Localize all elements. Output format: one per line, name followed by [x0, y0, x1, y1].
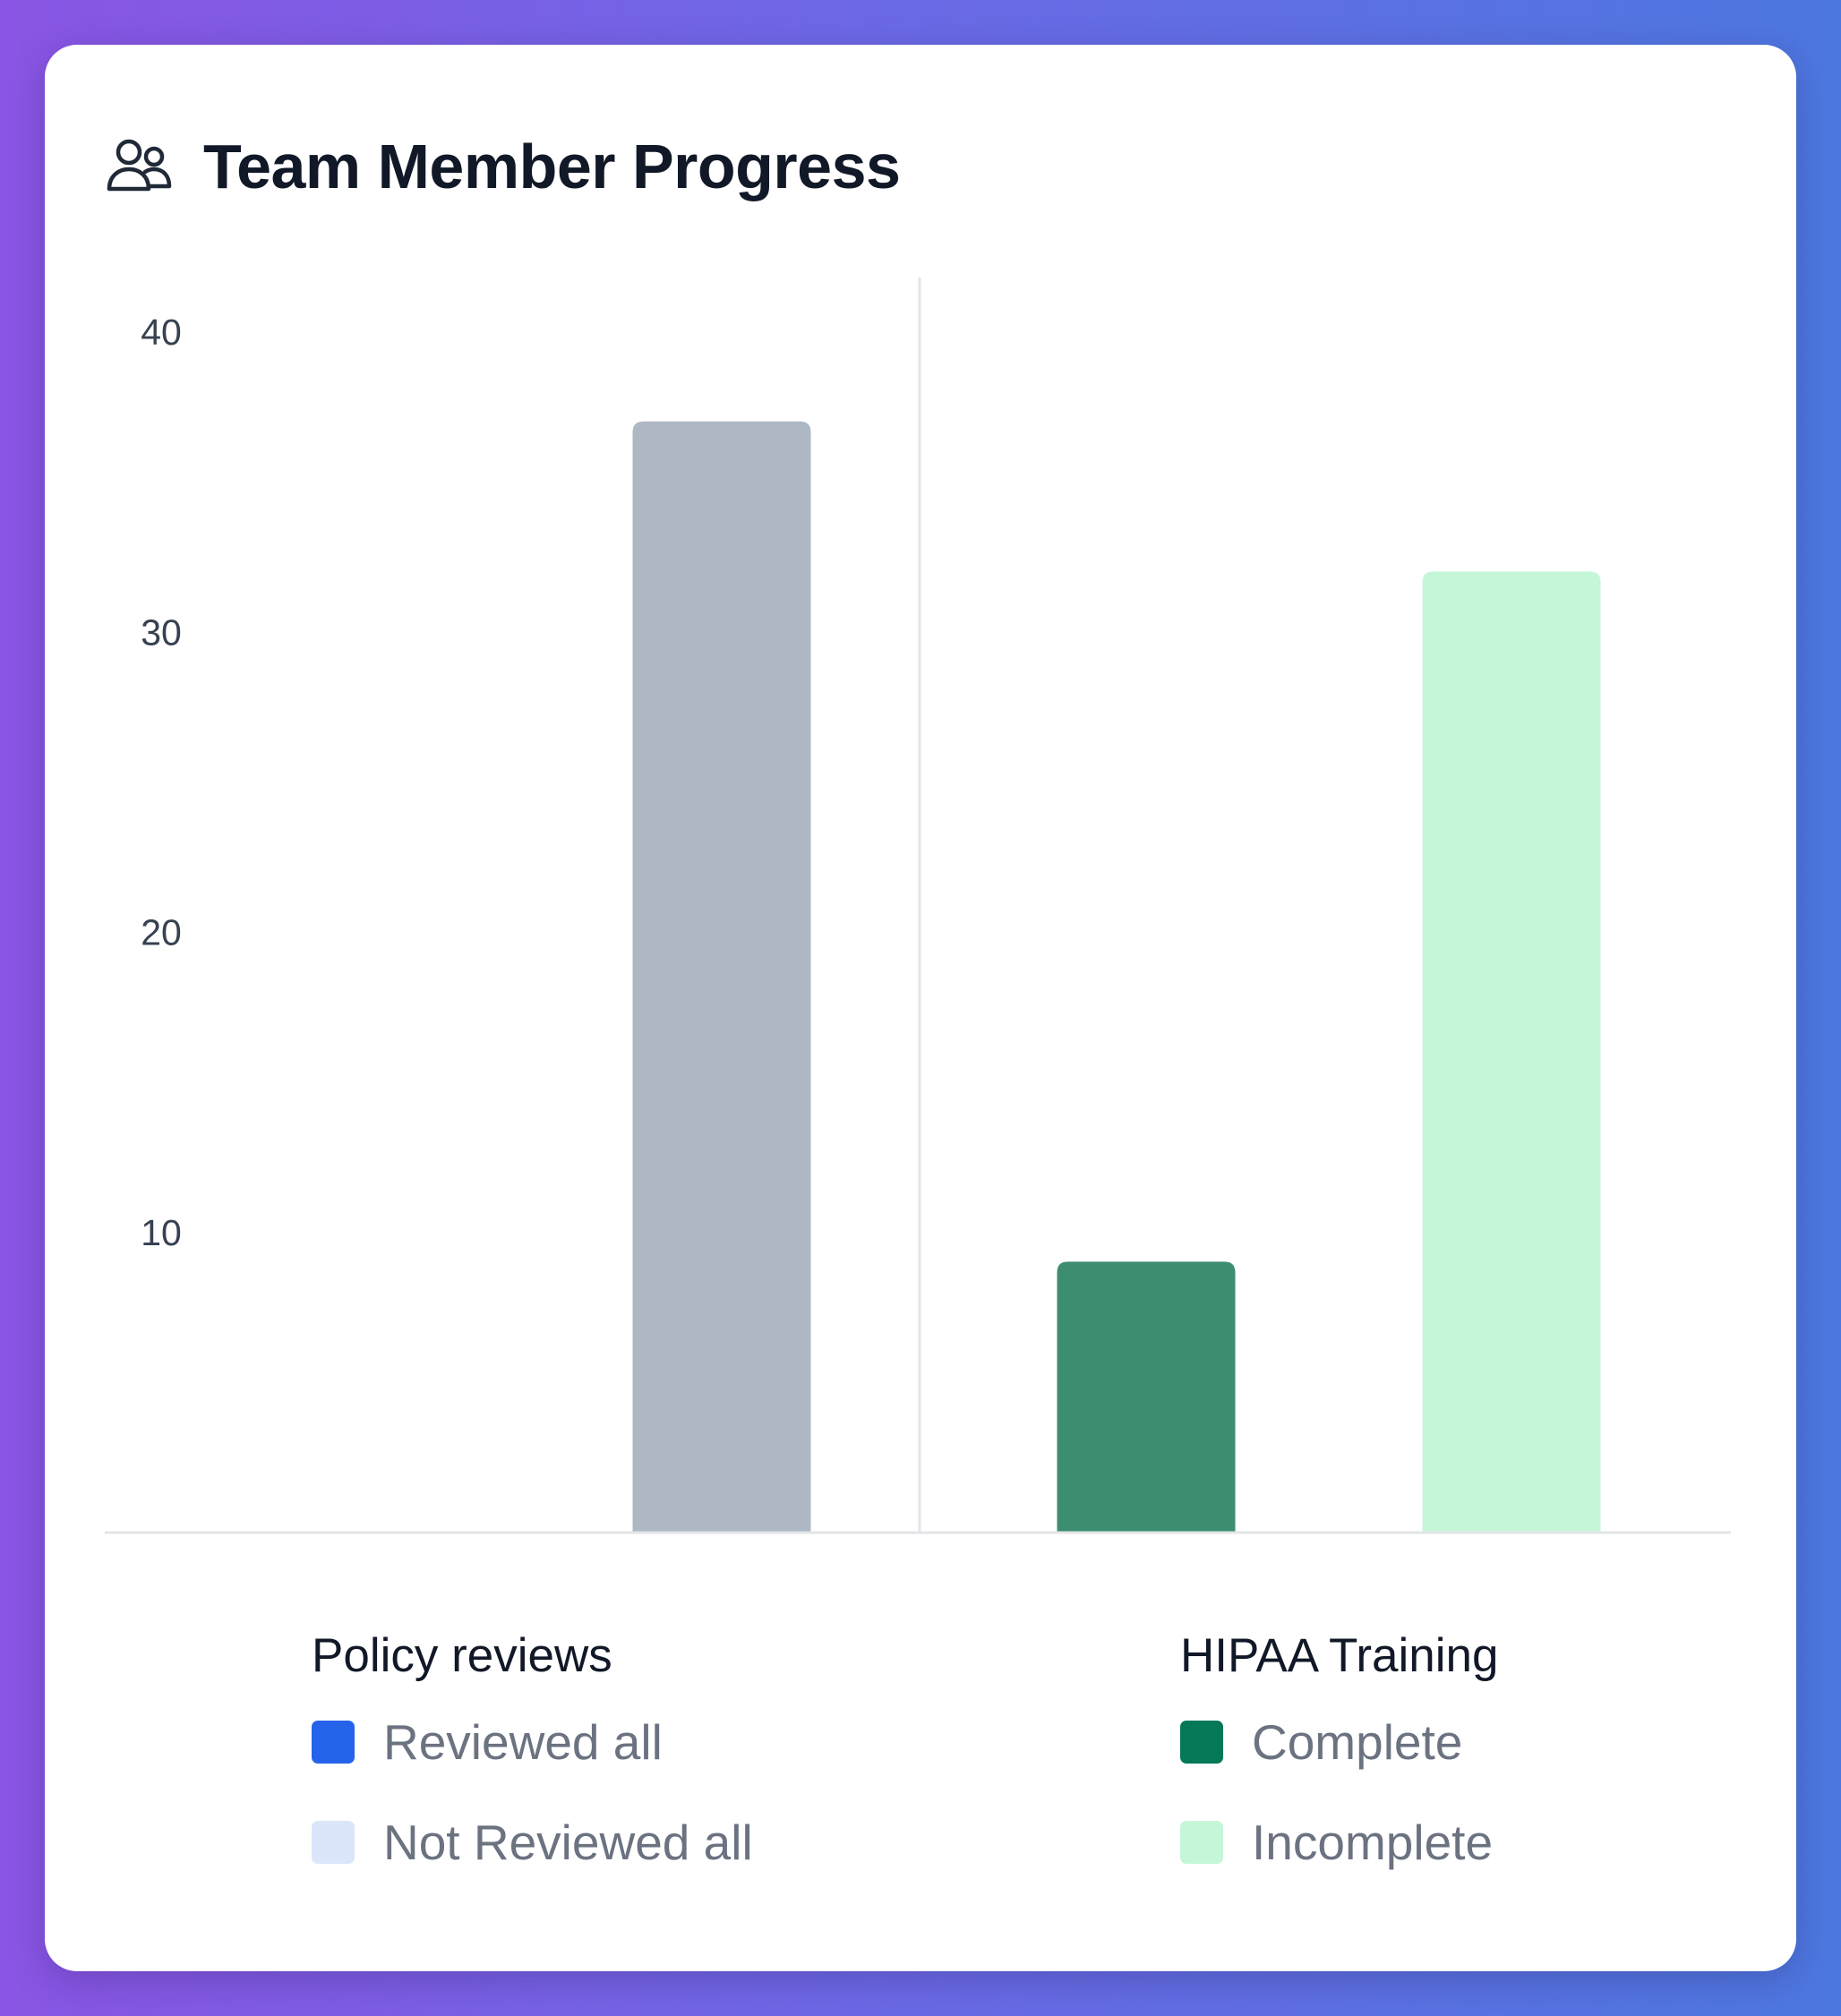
- bar-complete[interactable]: [1057, 1261, 1236, 1532]
- y-tick-label: 10: [141, 1212, 182, 1253]
- users-icon: [105, 132, 173, 201]
- card-header: Team Member Progress: [105, 113, 901, 220]
- legend-label: Not Reviewed all: [383, 1815, 753, 1870]
- legend-item-incomplete[interactable]: Incomplete: [1180, 1792, 1498, 1892]
- legend-swatch: [312, 1821, 355, 1864]
- legend-swatch: [1180, 1721, 1223, 1764]
- team-progress-card: Team Member Progress 10 20 30 40 Policy rev…: [45, 45, 1796, 1971]
- legend-hipaa-training: HIPAA Training Complete Incomplete: [1180, 1620, 1498, 1892]
- legend-swatch: [1180, 1821, 1223, 1864]
- legend-group-title: HIPAA Training: [1180, 1629, 1499, 1682]
- legend-label: Incomplete: [1252, 1815, 1494, 1870]
- bar-chart: 10 20 30 40: [105, 278, 1731, 1534]
- legend-policy-reviews: Policy reviews Reviewed all Not Reviewed…: [312, 1620, 753, 1892]
- legend-item-complete[interactable]: Complete: [1180, 1692, 1498, 1792]
- bar-not-reviewed-all[interactable]: [632, 421, 811, 1532]
- legend-swatch: [312, 1721, 355, 1764]
- card-title: Team Member Progress: [203, 132, 901, 201]
- legend-group-title: Policy reviews: [312, 1629, 612, 1682]
- y-tick-label: 40: [141, 312, 182, 353]
- y-tick-label: 30: [141, 611, 182, 653]
- bar-incomplete[interactable]: [1422, 571, 1601, 1532]
- y-tick-label: 20: [141, 912, 182, 953]
- legend-label: Complete: [1252, 1714, 1463, 1770]
- legend-label: Reviewed all: [383, 1714, 663, 1770]
- legend-item-reviewed-all[interactable]: Reviewed all: [312, 1692, 753, 1792]
- legend-item-not-reviewed-all[interactable]: Not Reviewed all: [312, 1792, 753, 1892]
